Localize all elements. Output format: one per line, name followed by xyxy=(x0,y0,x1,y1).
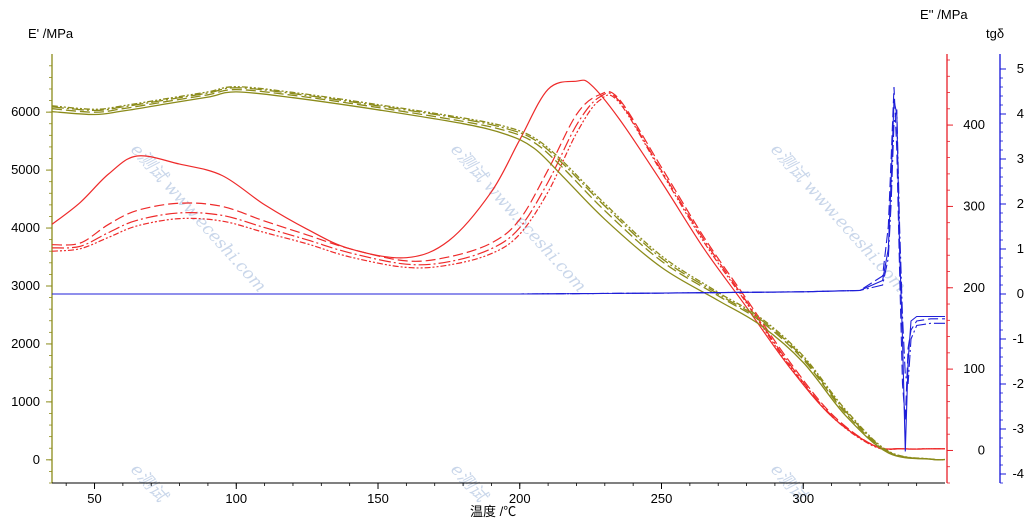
left-y-tick-label: 1000 xyxy=(11,394,40,409)
left-y-axis-title: E' /MPa xyxy=(28,26,74,41)
right-y2-tick-label: 3 xyxy=(1017,151,1024,166)
loss-modulus-line xyxy=(51,94,945,451)
storage-modulus-line xyxy=(51,88,946,461)
storage-modulus-line xyxy=(51,91,946,461)
right-y2-tick-label: -3 xyxy=(1012,421,1024,436)
loss-modulus-line xyxy=(51,90,945,450)
watermark-text: e测试 www.eceshi.com xyxy=(766,140,910,296)
left-y-tick-label: 3000 xyxy=(11,278,40,293)
tan-delta-line xyxy=(52,86,945,421)
x-tick-label: 150 xyxy=(367,491,389,506)
left-y-tick-label: 4000 xyxy=(11,220,40,235)
left-y-tick-label: 2000 xyxy=(11,336,40,351)
series-layer xyxy=(51,79,946,461)
x-tick-label: 300 xyxy=(792,491,814,506)
right-y2-axis-title: tgδ xyxy=(986,26,1004,41)
x-axis-title: 温度 /℃ xyxy=(470,504,516,519)
left-y-tick-label: 0 xyxy=(33,452,40,467)
right-y2-tick-label: -1 xyxy=(1012,331,1024,346)
right-y2-tick-label: 5 xyxy=(1017,61,1024,76)
loss-modulus-line xyxy=(51,92,945,450)
right-y1-tick-label: 200 xyxy=(963,280,985,295)
right-y1-tick-label: 300 xyxy=(963,198,985,213)
x-tick-label: 250 xyxy=(651,491,673,506)
x-tick-label: 100 xyxy=(225,491,247,506)
right-y2-tick-label: 4 xyxy=(1017,106,1024,121)
right-y2-tick-label: -2 xyxy=(1012,376,1024,391)
storage-modulus-line xyxy=(51,87,946,461)
right-y2-tick-label: -4 xyxy=(1012,466,1024,481)
right-y2-tick-label: 2 xyxy=(1017,196,1024,211)
tan-delta-line xyxy=(52,109,945,385)
x-tick-label: 200 xyxy=(509,491,531,506)
storage-modulus-line xyxy=(51,86,946,461)
watermark-text: e测试 xyxy=(126,460,172,508)
left-y-tick-label: 6000 xyxy=(11,104,40,119)
right-y1-tick-label: 0 xyxy=(978,442,985,457)
right-y2-tick-label: 0 xyxy=(1017,286,1024,301)
watermark-text: e测试 www.eceshi.com xyxy=(446,140,590,296)
left-y-tick-label: 5000 xyxy=(11,162,40,177)
watermark-text: e测试 xyxy=(446,460,492,508)
tan-delta-line xyxy=(52,100,945,452)
watermark-layer: e测试 www.eceshi.com e测试 www.eceshi.com e测试 … xyxy=(126,140,910,508)
right-y1-tick-label: 100 xyxy=(963,361,985,376)
right-y2-tick-label: 1 xyxy=(1017,241,1024,256)
right-y1-axis-title: E'' /MPa xyxy=(920,7,968,22)
x-tick-label: 50 xyxy=(87,491,101,506)
right-y1-tick-label: 400 xyxy=(963,117,985,132)
